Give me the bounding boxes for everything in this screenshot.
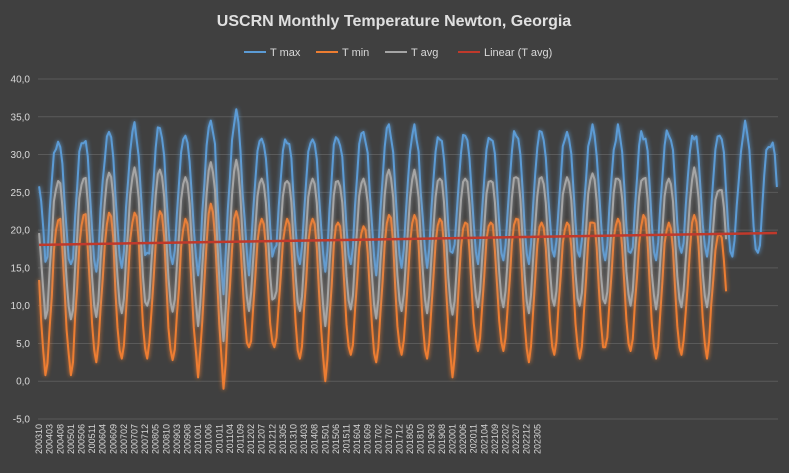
x-tick-label: 201712 (395, 424, 405, 454)
x-tick-label: 202001 (448, 424, 458, 454)
x-axis-ticks: 200310 200403 200408 200501 200506 200511 2006… (34, 424, 542, 454)
x-tick-label: 200810 (161, 424, 171, 454)
x-tick-label: 201104 (225, 424, 235, 453)
x-tick-label: 200511 (87, 424, 97, 453)
plot-area (38, 108, 778, 390)
x-tick-label: 201501 (320, 424, 330, 454)
y-tick-label: 35,0 (11, 112, 31, 123)
x-tick-label: 201506 (331, 424, 341, 454)
x-tick-label: 201001 (193, 424, 203, 454)
y-tick-label: 30,0 (11, 150, 31, 161)
x-tick-label: 200310 (34, 424, 44, 454)
x-tick-label: 200707 (129, 424, 139, 454)
x-tick-label: 201403 (299, 424, 309, 454)
x-tick-label: 201202 (246, 424, 256, 454)
x-tick-label: 200702 (119, 424, 129, 454)
x-tick-label: 201707 (384, 424, 394, 454)
x-tick-label: 202202 (501, 424, 511, 454)
legend-label-linear: Linear (T avg) (484, 47, 552, 59)
x-tick-label: 200903 (172, 424, 182, 454)
x-tick-label: 201908 (437, 424, 447, 454)
x-tick-label: 202011 (469, 424, 479, 453)
legend-label-tmin: T min (342, 47, 369, 59)
x-tick-label: 201511 (342, 424, 352, 453)
tavg-series-line (38, 158, 728, 343)
y-axis-ticks: -5,0 0,0 5,0 10,0 15,0 20,0 25,0 30,0 35,0 40,0 (11, 75, 31, 426)
x-tick-label: 201609 (363, 424, 373, 454)
y-tick-label: 0,0 (16, 377, 30, 388)
x-tick-label: 200501 (66, 424, 76, 454)
legend: T max T min T avg Linear (T avg) (244, 47, 552, 59)
x-tick-label: 202305 (532, 424, 542, 454)
y-tick-label: 5,0 (16, 339, 30, 350)
y-tick-label: -5,0 (13, 415, 31, 426)
x-tick-label: 201702 (373, 424, 383, 454)
tmax-series-line (38, 108, 778, 296)
x-tick-label: 202207 (511, 424, 521, 454)
x-tick-label: 200403 (45, 424, 55, 454)
linear-trend-line (39, 231, 777, 247)
x-tick-label: 201310 (289, 424, 299, 454)
chart-title: USCRN Monthly Temperature Newton, Georgi… (217, 13, 572, 30)
x-tick-label: 201903 (426, 424, 436, 454)
y-tick-label: 15,0 (11, 263, 31, 274)
x-tick-label: 200805 (151, 424, 161, 454)
x-tick-label: 201006 (204, 424, 214, 454)
x-tick-label: 202104 (479, 424, 489, 454)
x-tick-label: 201408 (310, 424, 320, 454)
x-tick-label: 200408 (55, 424, 65, 454)
x-tick-label: 201604 (352, 424, 362, 454)
y-tick-label: 20,0 (11, 226, 31, 237)
y-tick-label: 25,0 (11, 188, 31, 199)
tmin-series-line (38, 202, 728, 390)
x-tick-label: 201305 (278, 424, 288, 454)
x-tick-label: 200908 (182, 424, 192, 454)
x-tick-label: 200506 (76, 424, 86, 454)
x-tick-label: 201011 (214, 424, 224, 453)
x-tick-label: 200609 (108, 424, 118, 454)
y-tick-label: 10,0 (11, 301, 31, 312)
y-tick-label: 40,0 (11, 75, 31, 86)
x-tick-label: 200604 (98, 424, 108, 454)
x-tick-label: 201810 (416, 424, 426, 454)
x-tick-label: 201805 (405, 424, 415, 454)
legend-label-tavg: T avg (411, 47, 438, 59)
legend-label-tmax: T max (270, 47, 301, 59)
x-tick-label: 202006 (458, 424, 468, 454)
x-tick-label: 202212 (522, 424, 532, 454)
x-tick-label: 202109 (490, 424, 500, 454)
x-tick-label: 200712 (140, 424, 150, 454)
x-tick-label: 201109 (235, 424, 245, 453)
x-tick-label: 201207 (257, 424, 267, 454)
x-tick-label: 201212 (267, 424, 277, 454)
